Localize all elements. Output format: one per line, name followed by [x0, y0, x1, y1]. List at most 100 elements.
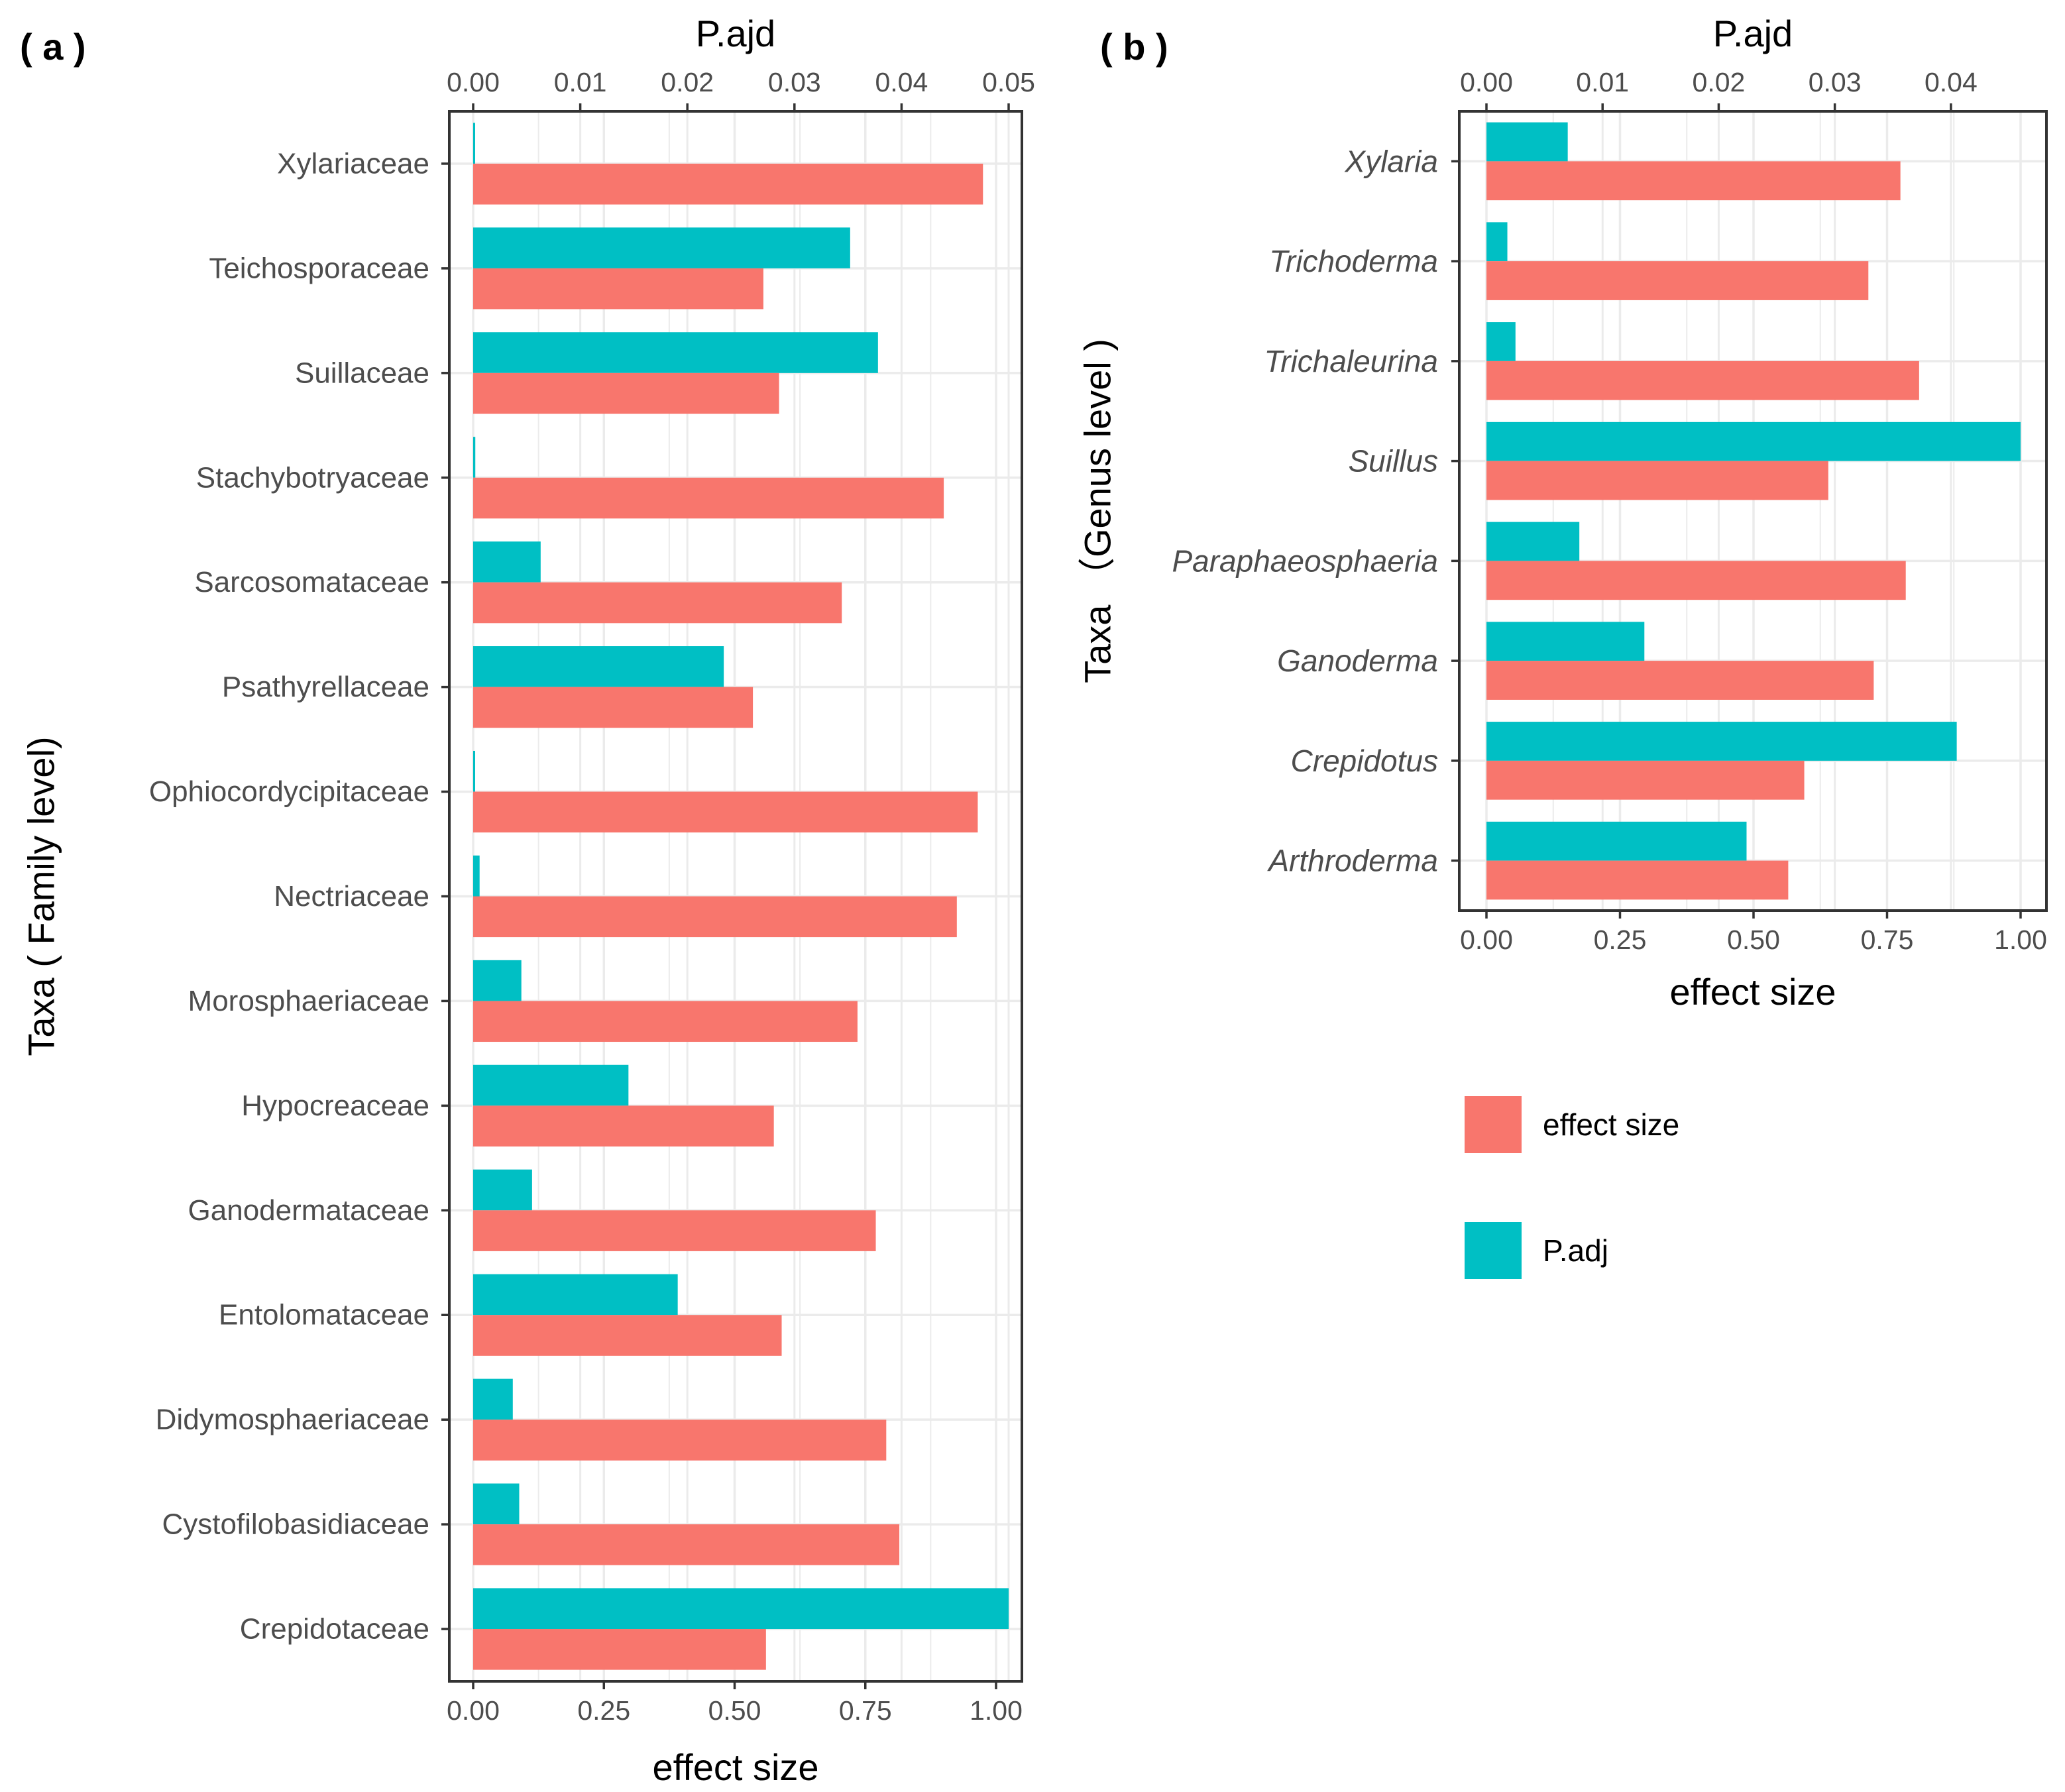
- bottom-tick-label: 0.25: [577, 1695, 630, 1726]
- category-label: Psathyrellaceae: [222, 671, 429, 703]
- bar-p-adj: [473, 437, 476, 478]
- bottom-axis-title: effect size: [1669, 971, 1836, 1013]
- category-label: Stachybotryaceae: [196, 461, 429, 494]
- category-label: Xylariaceae: [277, 147, 429, 180]
- category-label: Arthroderma: [1266, 844, 1438, 878]
- bottom-tick-label: 0.50: [708, 1695, 761, 1726]
- bar-p-adj: [473, 332, 878, 373]
- bar-effect-size: [1486, 661, 1874, 700]
- top-axis-title: P.ajd: [1713, 13, 1793, 54]
- y-axis-title: Taxa （Genus level ): [1077, 339, 1119, 683]
- panel-label: ( a ): [20, 26, 86, 68]
- bottom-tick-label: 0.50: [1727, 924, 1780, 955]
- bar-p-adj: [1486, 421, 2021, 461]
- top-tick-label: 0.05: [982, 67, 1035, 97]
- category-label: Trichoderma: [1269, 244, 1438, 278]
- category-label: Morosphaeriaceae: [188, 985, 429, 1017]
- bar-effect-size: [1486, 760, 1805, 800]
- bar-effect-size: [473, 1524, 900, 1565]
- legend-key: [1465, 1222, 1522, 1279]
- category-label: Suillaceae: [295, 357, 429, 389]
- bar-p-adj: [1486, 222, 1508, 262]
- bottom-tick-label: 1.00: [970, 1695, 1023, 1726]
- bar-effect-size: [473, 268, 763, 309]
- category-label: Cystofilobasidiaceae: [162, 1508, 429, 1541]
- bottom-tick-label: 0.75: [839, 1695, 892, 1726]
- bar-p-adj: [473, 227, 850, 268]
- category-label: Ganodermataceae: [188, 1194, 429, 1227]
- bar-effect-size: [473, 477, 944, 519]
- category-label: Crepidotaceae: [240, 1613, 429, 1646]
- bar-p-adj: [473, 1274, 678, 1316]
- bar-effect-size: [473, 1420, 887, 1461]
- legend: effect size P.adj: [1465, 1096, 1679, 1279]
- bar-effect-size: [473, 1210, 876, 1251]
- legend-label: P.adj: [1543, 1233, 1608, 1268]
- panel-b: Xylaria Trichoderma Trichaleurina Suillus Pa…: [1077, 13, 2048, 1013]
- bar-effect-size: [1486, 261, 1869, 300]
- bar-p-adj: [1486, 722, 1957, 761]
- category-label: Ophiocordycipitaceae: [149, 775, 429, 808]
- bar-p-adj: [473, 123, 475, 164]
- bar-effect-size: [1486, 161, 1901, 201]
- top-tick-label: 0.04: [875, 67, 928, 97]
- top-tick-label: 0.00: [447, 67, 500, 97]
- bar-p-adj: [1486, 622, 1645, 661]
- top-tick-label: 0.02: [661, 67, 714, 97]
- bar-p-adj: [473, 541, 541, 583]
- top-axis-title: P.ajd: [696, 13, 775, 54]
- bar-effect-size: [473, 1001, 858, 1042]
- bottom-axis-title: effect size: [652, 1746, 818, 1788]
- bar-p-adj: [473, 1588, 1009, 1630]
- bar-p-adj: [473, 1378, 513, 1420]
- category-label: Paraphaeosphaeria: [1172, 543, 1438, 578]
- bar-effect-size: [1486, 461, 1828, 500]
- bar-effect-size: [1486, 361, 1919, 400]
- bar-effect-size: [473, 896, 957, 938]
- category-label: Crepidotus: [1291, 744, 1438, 778]
- legend-label: effect size: [1543, 1107, 1679, 1142]
- panel-a: Xylariaceae Teichosporaceae Suillaceae Stac…: [20, 13, 1035, 1788]
- category-label: Ganoderma: [1277, 644, 1438, 678]
- bar-p-adj: [473, 750, 475, 792]
- bar-effect-size: [473, 582, 842, 624]
- bottom-tick-label: 0.25: [1594, 924, 1647, 955]
- bar-p-adj: [1486, 122, 1568, 162]
- category-label: Nectriaceae: [274, 880, 429, 913]
- bar-p-adj: [473, 1483, 520, 1525]
- top-tick-label: 0.03: [1809, 67, 1862, 97]
- category-label: Trichaleurina: [1264, 344, 1438, 378]
- bar-p-adj: [1486, 322, 1516, 361]
- top-tick-label: 0.00: [1460, 67, 1513, 97]
- bar-p-adj: [473, 1064, 629, 1106]
- legend-key: [1465, 1096, 1522, 1153]
- bottom-tick-label: 0.00: [447, 1695, 500, 1726]
- bar-p-adj: [473, 646, 724, 687]
- bottom-tick-label: 0.75: [1861, 924, 1914, 955]
- category-label: Sarcosomataceae: [194, 566, 429, 598]
- bar-effect-size: [473, 1315, 782, 1356]
- bar-effect-size: [1486, 860, 1789, 900]
- bottom-tick-label: 1.00: [1994, 924, 2047, 955]
- bar-p-adj: [473, 960, 522, 1001]
- bar-effect-size: [473, 1105, 774, 1147]
- bar-effect-size: [473, 1629, 766, 1670]
- bar-p-adj: [473, 1169, 532, 1211]
- top-tick-label: 0.01: [554, 67, 607, 97]
- top-tick-label: 0.03: [768, 67, 821, 97]
- bar-effect-size: [473, 791, 978, 833]
- bottom-tick-label: 0.00: [1460, 924, 1513, 955]
- bar-effect-size: [473, 687, 753, 728]
- category-label: Teichosporaceae: [209, 252, 429, 284]
- bar-p-adj: [1486, 522, 1580, 561]
- category-label: Xylaria: [1344, 144, 1438, 178]
- category-label: Suillus: [1348, 444, 1438, 478]
- category-label: Entolomataceae: [219, 1299, 429, 1331]
- bar-effect-size: [473, 372, 779, 414]
- top-tick-label: 0.01: [1576, 67, 1629, 97]
- bar-effect-size: [473, 163, 983, 205]
- category-label: Hypocreaceae: [241, 1090, 429, 1122]
- category-label: Didymosphaeriaceae: [156, 1404, 429, 1436]
- bar-p-adj: [473, 855, 480, 897]
